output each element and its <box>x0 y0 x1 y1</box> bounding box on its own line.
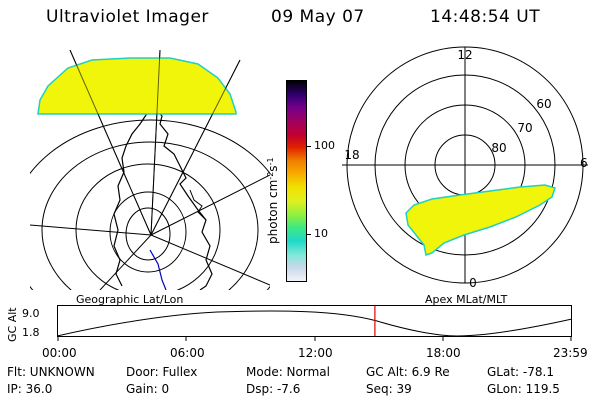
status-gc-alt: GC Alt: 6.9 Re <box>366 365 450 379</box>
mlt-0-label: 0 <box>469 276 477 290</box>
meridian-line <box>99 234 152 290</box>
latitude-circle <box>125 207 171 261</box>
timeline-y-min: 1.8 <box>22 326 40 339</box>
timeline-x-tick: 06:00 <box>170 346 205 360</box>
latitude-circle <box>75 163 221 290</box>
timeline-x-tick: 23:59 <box>553 346 588 360</box>
timeline-left-title: Geographic Lat/Lon <box>76 293 184 306</box>
altitude-curve <box>57 310 573 337</box>
date-label: 09 May 07 <box>271 7 365 27</box>
colorbar-tick <box>306 146 311 147</box>
meridian-line <box>150 234 270 286</box>
meridian-line <box>150 174 270 236</box>
meridian-line <box>30 224 152 236</box>
svg-text:GC Alt: GC Alt <box>6 307 19 342</box>
colorbar-tick-100: 100 <box>314 139 335 152</box>
aurora-emission <box>37 57 237 115</box>
coastline <box>113 107 213 290</box>
lat-60-label: 60 <box>536 97 551 111</box>
colorbar-gradient <box>287 81 306 281</box>
latitude-circle <box>30 119 270 290</box>
coastline-detail <box>189 189 207 221</box>
status-ip: IP: 36.0 <box>7 382 53 396</box>
colorbar-tick <box>306 234 311 235</box>
lat-70-label: 70 <box>517 121 532 135</box>
status-mode: Mode: Normal <box>246 365 330 379</box>
colorbar-tick-10: 10 <box>314 227 328 240</box>
mlt-6-label: 6 <box>580 156 588 170</box>
status-dsp: Dsp: -7.6 <box>246 382 301 396</box>
terminator-line <box>149 249 167 290</box>
svg-text:photon cm-2s-1: photon cm-2s-1 <box>266 157 280 244</box>
geographic-map <box>30 50 270 290</box>
status-glat: GLat: -78.1 <box>487 365 554 379</box>
timeline-y-max: 9.0 <box>22 307 40 320</box>
timeline-right-title: Apex MLat/MLT <box>425 293 508 306</box>
colorbar-unit-label: photon cm-2s-1 <box>266 157 280 244</box>
status-door: Door: Fullex <box>126 365 198 379</box>
timeline-plot <box>57 305 573 341</box>
timeline-x-tick: 00:00 <box>42 346 77 360</box>
colorbar <box>286 80 307 282</box>
time-label: 14:48:54 UT <box>430 7 541 27</box>
instrument-title: Ultraviolet Imager <box>46 7 209 27</box>
latitude-circle <box>41 141 259 290</box>
mlt-18-label: 18 <box>344 148 359 162</box>
timeline-ticks <box>57 336 572 341</box>
status-filter: Flt: UNKNOWN <box>7 365 95 379</box>
auroral-oval <box>405 184 556 256</box>
status-seq: Seq: 39 <box>366 382 412 396</box>
timeline-y-axis-label: GC Alt <box>6 307 19 342</box>
mlt-12-label: 12 <box>457 48 472 62</box>
magnetic-polar-plot: 12 0 18 6 60 70 80 <box>342 46 588 290</box>
lat-80-label: 80 <box>491 141 506 155</box>
timeline-x-tick: 12:00 <box>298 346 333 360</box>
status-glon: GLon: 119.5 <box>487 382 560 396</box>
status-gain: Gain: 0 <box>126 382 170 396</box>
timeline-x-tick: 18:00 <box>426 346 461 360</box>
